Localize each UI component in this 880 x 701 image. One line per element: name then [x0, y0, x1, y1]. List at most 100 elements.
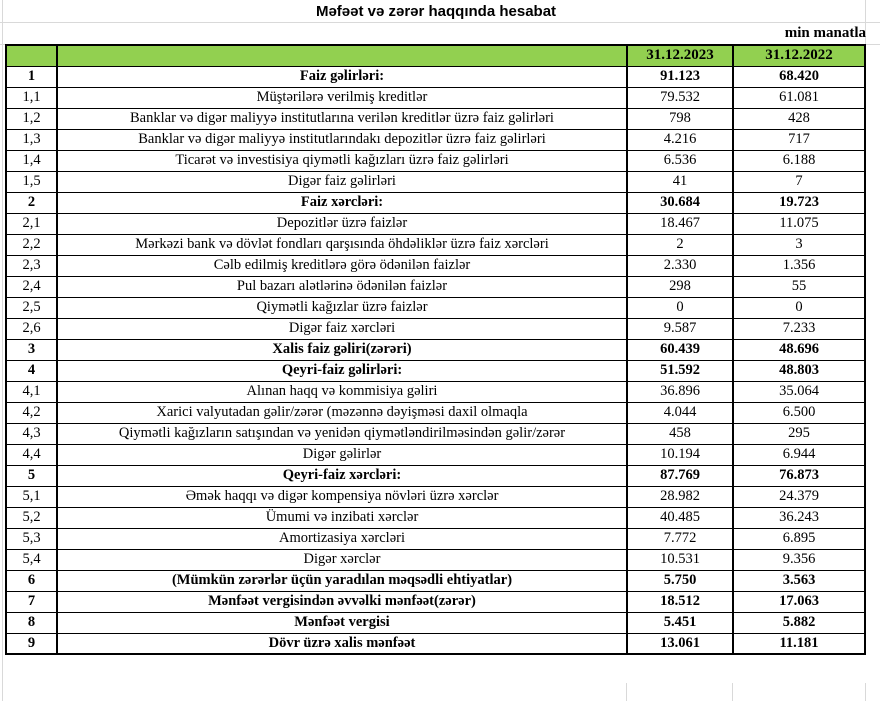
row-value-2022-cell[interactable]: 24.379 [732, 485, 866, 508]
row-label-cell[interactable]: Digər xərclər [56, 548, 628, 571]
row-no-cell[interactable]: 5,3 [5, 527, 58, 550]
row-value-2022-cell[interactable]: 61.081 [732, 86, 866, 109]
row-label-cell[interactable]: Ticarət və investisiya qiymətli kağızlar… [56, 149, 628, 172]
row-value-2023-cell[interactable]: 60.439 [626, 338, 734, 361]
row-value-2023-cell[interactable]: 2 [626, 233, 734, 256]
row-label-cell[interactable]: Banklar və digər maliyyə institutlarına … [56, 107, 628, 130]
row-label-cell[interactable]: Cəlb edilmiş kreditlərə görə ödənilən fa… [56, 254, 628, 277]
row-value-2022-cell[interactable]: 11.075 [732, 212, 866, 235]
row-no-cell[interactable]: 1,5 [5, 170, 58, 193]
row-value-2023-cell[interactable]: 87.769 [626, 464, 734, 487]
row-no-cell[interactable]: 5,1 [5, 485, 58, 508]
row-value-2023-cell[interactable]: 79.532 [626, 86, 734, 109]
row-no-cell[interactable]: 9 [5, 632, 58, 655]
row-no-cell[interactable]: 5,2 [5, 506, 58, 529]
row-no-cell[interactable]: 8 [5, 611, 58, 634]
row-label-cell[interactable]: Depozitlər üzrə faizlər [56, 212, 628, 235]
row-value-2022-cell[interactable]: 55 [732, 275, 866, 298]
row-value-2023-cell[interactable]: 458 [626, 422, 734, 445]
row-value-2022-cell[interactable]: 19.723 [732, 191, 866, 214]
row-value-2023-cell[interactable]: 10.531 [626, 548, 734, 571]
row-no-cell[interactable]: 2,5 [5, 296, 58, 319]
row-no-cell[interactable]: 2,6 [5, 317, 58, 340]
row-no-cell[interactable]: 2,1 [5, 212, 58, 235]
row-no-cell[interactable]: 5 [5, 464, 58, 487]
row-no-cell[interactable]: 4 [5, 359, 58, 382]
row-value-2023-cell[interactable]: 4.216 [626, 128, 734, 151]
row-value-2023-cell[interactable]: 298 [626, 275, 734, 298]
row-value-2023-cell[interactable]: 0 [626, 296, 734, 319]
row-label-cell[interactable]: Amortizasiya xərcləri [56, 527, 628, 550]
row-label-cell[interactable]: Banklar və digər maliyyə institutlarında… [56, 128, 628, 151]
row-value-2023-cell[interactable]: 13.061 [626, 632, 734, 655]
row-value-2023-cell[interactable]: 9.587 [626, 317, 734, 340]
row-value-2022-cell[interactable]: 48.696 [732, 338, 866, 361]
row-label-cell[interactable]: Faiz gəlirləri: [56, 65, 628, 88]
row-value-2022-cell[interactable]: 6.944 [732, 443, 866, 466]
row-value-2023-cell[interactable]: 36.896 [626, 380, 734, 403]
row-no-cell[interactable]: 1,1 [5, 86, 58, 109]
row-value-2022-cell[interactable]: 6.500 [732, 401, 866, 424]
row-value-2022-cell[interactable]: 3 [732, 233, 866, 256]
row-no-cell[interactable]: 4,3 [5, 422, 58, 445]
row-value-2023-cell[interactable]: 91.123 [626, 65, 734, 88]
row-no-cell[interactable]: 4,1 [5, 380, 58, 403]
row-value-2022-cell[interactable]: 11.181 [732, 632, 866, 655]
row-no-cell[interactable]: 1,3 [5, 128, 58, 151]
row-value-2023-cell[interactable]: 41 [626, 170, 734, 193]
row-label-cell[interactable]: Alınan haqq və kommisiya gəliri [56, 380, 628, 403]
row-value-2022-cell[interactable]: 5.882 [732, 611, 866, 634]
header-year-2022-cell[interactable]: 31.12.2022 [732, 44, 866, 67]
row-no-cell[interactable]: 3 [5, 338, 58, 361]
row-label-cell[interactable]: Müştərilərə verilmiş kreditlər [56, 86, 628, 109]
row-no-cell[interactable]: 4,2 [5, 401, 58, 424]
row-label-cell[interactable]: Qiymətli kağızların satışından və yenidə… [56, 422, 628, 445]
row-label-cell[interactable]: Dövr üzrə xalis mənfəət [56, 632, 628, 655]
row-no-cell[interactable]: 1,4 [5, 149, 58, 172]
row-value-2022-cell[interactable]: 9.356 [732, 548, 866, 571]
row-value-2023-cell[interactable]: 2.330 [626, 254, 734, 277]
row-value-2023-cell[interactable]: 40.485 [626, 506, 734, 529]
header-year-2023-cell[interactable]: 31.12.2023 [626, 44, 734, 67]
row-value-2022-cell[interactable]: 35.064 [732, 380, 866, 403]
row-no-cell[interactable]: 4,4 [5, 443, 58, 466]
row-value-2022-cell[interactable]: 0 [732, 296, 866, 319]
row-value-2023-cell[interactable]: 51.592 [626, 359, 734, 382]
header-empty-cell-2[interactable] [56, 44, 628, 67]
row-value-2023-cell[interactable]: 18.467 [626, 212, 734, 235]
row-value-2023-cell[interactable]: 4.044 [626, 401, 734, 424]
row-value-2022-cell[interactable]: 76.873 [732, 464, 866, 487]
row-label-cell[interactable]: Qeyri-faiz gəlirləri: [56, 359, 628, 382]
row-label-cell[interactable]: Digər faiz gəlirləri [56, 170, 628, 193]
row-value-2023-cell[interactable]: 30.684 [626, 191, 734, 214]
row-no-cell[interactable]: 1 [5, 65, 58, 88]
row-label-cell[interactable]: Ümumi və inzibati xərclər [56, 506, 628, 529]
row-value-2023-cell[interactable]: 28.982 [626, 485, 734, 508]
row-value-2023-cell[interactable]: 798 [626, 107, 734, 130]
row-value-2022-cell[interactable]: 3.563 [732, 569, 866, 592]
row-value-2022-cell[interactable]: 717 [732, 128, 866, 151]
row-label-cell[interactable]: Qiymətli kağızlar üzrə faizlər [56, 296, 628, 319]
row-no-cell[interactable]: 2 [5, 191, 58, 214]
row-value-2023-cell[interactable]: 6.536 [626, 149, 734, 172]
row-no-cell[interactable]: 2,2 [5, 233, 58, 256]
row-label-cell[interactable]: Digər gəlirlər [56, 443, 628, 466]
row-value-2022-cell[interactable]: 48.803 [732, 359, 866, 382]
row-value-2022-cell[interactable]: 7.233 [732, 317, 866, 340]
row-label-cell[interactable]: Mənfəət vergisindən əvvəlki mənfəət(zərə… [56, 590, 628, 613]
row-no-cell[interactable]: 2,3 [5, 254, 58, 277]
row-label-cell[interactable]: Əmək haqqı və digər kompensiya növləri ü… [56, 485, 628, 508]
row-value-2022-cell[interactable]: 428 [732, 107, 866, 130]
row-value-2022-cell[interactable]: 17.063 [732, 590, 866, 613]
row-label-cell[interactable]: Digər faiz xərcləri [56, 317, 628, 340]
row-no-cell[interactable]: 7 [5, 590, 58, 613]
header-empty-cell-1[interactable] [5, 44, 58, 67]
row-no-cell[interactable]: 6 [5, 569, 58, 592]
row-label-cell[interactable]: Faiz xərcləri: [56, 191, 628, 214]
row-label-cell[interactable]: Xalis faiz gəliri(zərəri) [56, 338, 628, 361]
row-value-2023-cell[interactable]: 5.750 [626, 569, 734, 592]
row-value-2022-cell[interactable]: 36.243 [732, 506, 866, 529]
row-value-2022-cell[interactable]: 6.188 [732, 149, 866, 172]
row-no-cell[interactable]: 2,4 [5, 275, 58, 298]
row-no-cell[interactable]: 5,4 [5, 548, 58, 571]
